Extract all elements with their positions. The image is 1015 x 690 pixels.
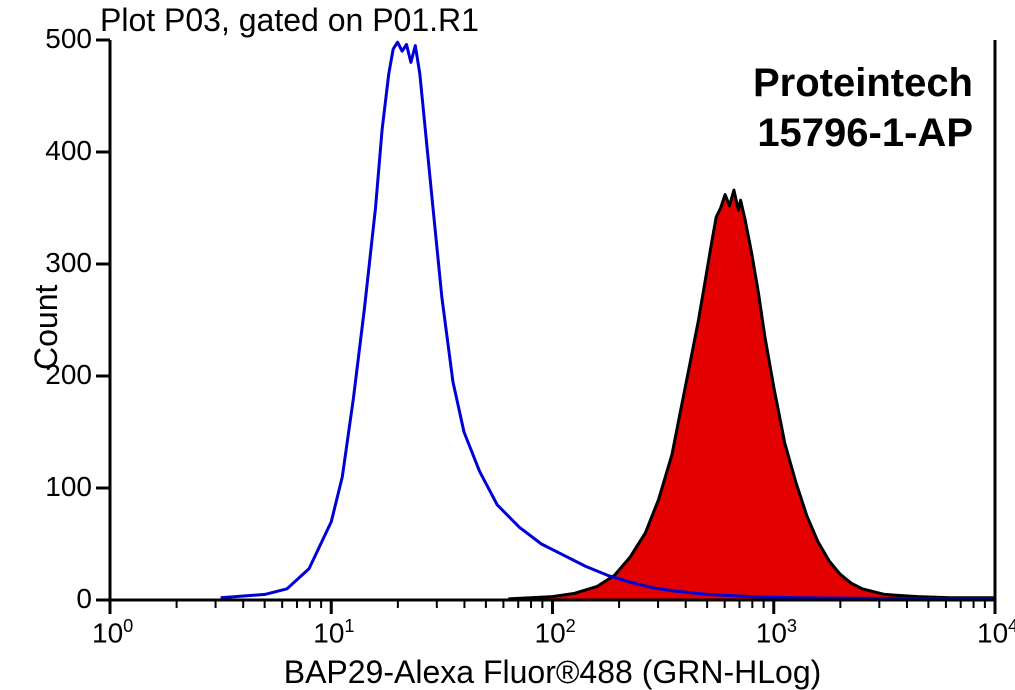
y-tick-label: 200 [45, 359, 92, 391]
y-tick-label: 500 [45, 23, 92, 55]
plot-title: Plot P03, gated on P01.R1 [100, 2, 479, 39]
x-tick-label: 103 [756, 616, 797, 649]
x-tick-label: 100 [92, 616, 133, 649]
x-axis-label: BAP29-Alexa Fluor®488 (GRN-HLog) [110, 654, 995, 690]
y-tick-label: 0 [76, 583, 92, 615]
y-tick-label: 100 [45, 471, 92, 503]
chart-container: Plot P03, gated on P01.R1 Proteintech 15… [0, 0, 1015, 690]
y-tick-label: 400 [45, 135, 92, 167]
annotation-line1: Proteintech [753, 58, 973, 108]
y-tick-label: 300 [45, 247, 92, 279]
x-tick-label: 104 [977, 616, 1015, 649]
annotation-line2: 15796-1-AP [753, 108, 973, 158]
y-axis-label: Count [28, 285, 65, 370]
x-tick-label: 101 [313, 616, 354, 649]
annotation-box: Proteintech 15796-1-AP [753, 58, 973, 158]
x-tick-label: 102 [535, 616, 576, 649]
